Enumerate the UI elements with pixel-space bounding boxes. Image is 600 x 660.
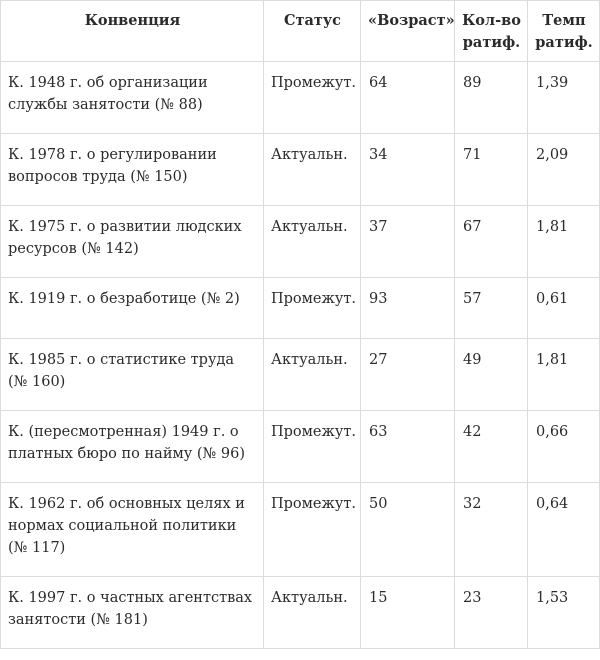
table-row: К. 1948 г. об организации службы занятос… xyxy=(0,61,600,134)
cell-convention: К. (пересмотренная) 1949 г. о платных бю… xyxy=(0,410,264,483)
cell-ratifications: 23 xyxy=(454,576,528,649)
cell-convention: К. 1985 г. о статистике труда (№ 160) xyxy=(0,338,264,411)
cell-age: 50 xyxy=(360,482,455,577)
cell-ratifications: 42 xyxy=(454,410,528,483)
header-ratifications: Кол-во ратиф. xyxy=(454,0,528,62)
cell-rate: 1,81 xyxy=(527,338,600,411)
cell-ratifications: 71 xyxy=(454,133,528,206)
header-status: Статус xyxy=(263,0,361,62)
cell-status: Актуальн. xyxy=(263,338,361,411)
table-row: К. 1975 г. о развитии людских ресурсов (… xyxy=(0,205,600,278)
cell-age: 37 xyxy=(360,205,455,278)
cell-convention: К. 1978 г. о регулировании вопросов труд… xyxy=(0,133,264,206)
header-convention: Конвенция xyxy=(0,0,264,62)
cell-convention: К. 1997 г. о частных агентствах занятост… xyxy=(0,576,264,649)
cell-convention: К. 1975 г. о развитии людских ресурсов (… xyxy=(0,205,264,278)
table-row: К. (пересмотренная) 1949 г. о платных бю… xyxy=(0,410,600,483)
cell-ratifications: 49 xyxy=(454,338,528,411)
cell-rate: 1,81 xyxy=(527,205,600,278)
cell-ratifications: 67 xyxy=(454,205,528,278)
header-row: Конвенция Статус «Возраст» Кол-во ратиф.… xyxy=(0,0,600,62)
cell-ratifications: 89 xyxy=(454,61,528,134)
cell-age: 93 xyxy=(360,277,455,339)
cell-rate: 0,66 xyxy=(527,410,600,483)
cell-rate: 2,09 xyxy=(527,133,600,206)
cell-status: Актуальн. xyxy=(263,205,361,278)
cell-convention: К. 1962 г. об основных целях и нормах со… xyxy=(0,482,264,577)
cell-ratifications: 32 xyxy=(454,482,528,577)
cell-rate: 0,64 xyxy=(527,482,600,577)
table-row: К. 1919 г. о безработице (№ 2) Промежут.… xyxy=(0,277,600,339)
header-age: «Возраст» xyxy=(360,0,455,62)
cell-status: Актуальн. xyxy=(263,133,361,206)
table-row: К. 1985 г. о статистике труда (№ 160) Ак… xyxy=(0,338,600,411)
cell-status: Промежут. xyxy=(263,410,361,483)
cell-convention: К. 1948 г. об организации службы занятос… xyxy=(0,61,264,134)
cell-age: 63 xyxy=(360,410,455,483)
cell-convention: К. 1919 г. о безработице (№ 2) xyxy=(0,277,264,339)
cell-ratifications: 57 xyxy=(454,277,528,339)
cell-status: Актуальн. xyxy=(263,576,361,649)
cell-status: Промежут. xyxy=(263,277,361,339)
cell-age: 34 xyxy=(360,133,455,206)
cell-age: 27 xyxy=(360,338,455,411)
cell-age: 64 xyxy=(360,61,455,134)
table-row: К. 1978 г. о регулировании вопросов труд… xyxy=(0,133,600,206)
cell-status: Промежут. xyxy=(263,482,361,577)
cell-rate: 0,61 xyxy=(527,277,600,339)
header-rate: Темп ратиф. xyxy=(527,0,600,62)
cell-age: 15 xyxy=(360,576,455,649)
cell-rate: 1,53 xyxy=(527,576,600,649)
cell-status: Промежут. xyxy=(263,61,361,134)
table-row: К. 1997 г. о частных агентствах занятост… xyxy=(0,576,600,649)
cell-rate: 1,39 xyxy=(527,61,600,134)
table-row: К. 1962 г. об основных целях и нормах со… xyxy=(0,482,600,577)
